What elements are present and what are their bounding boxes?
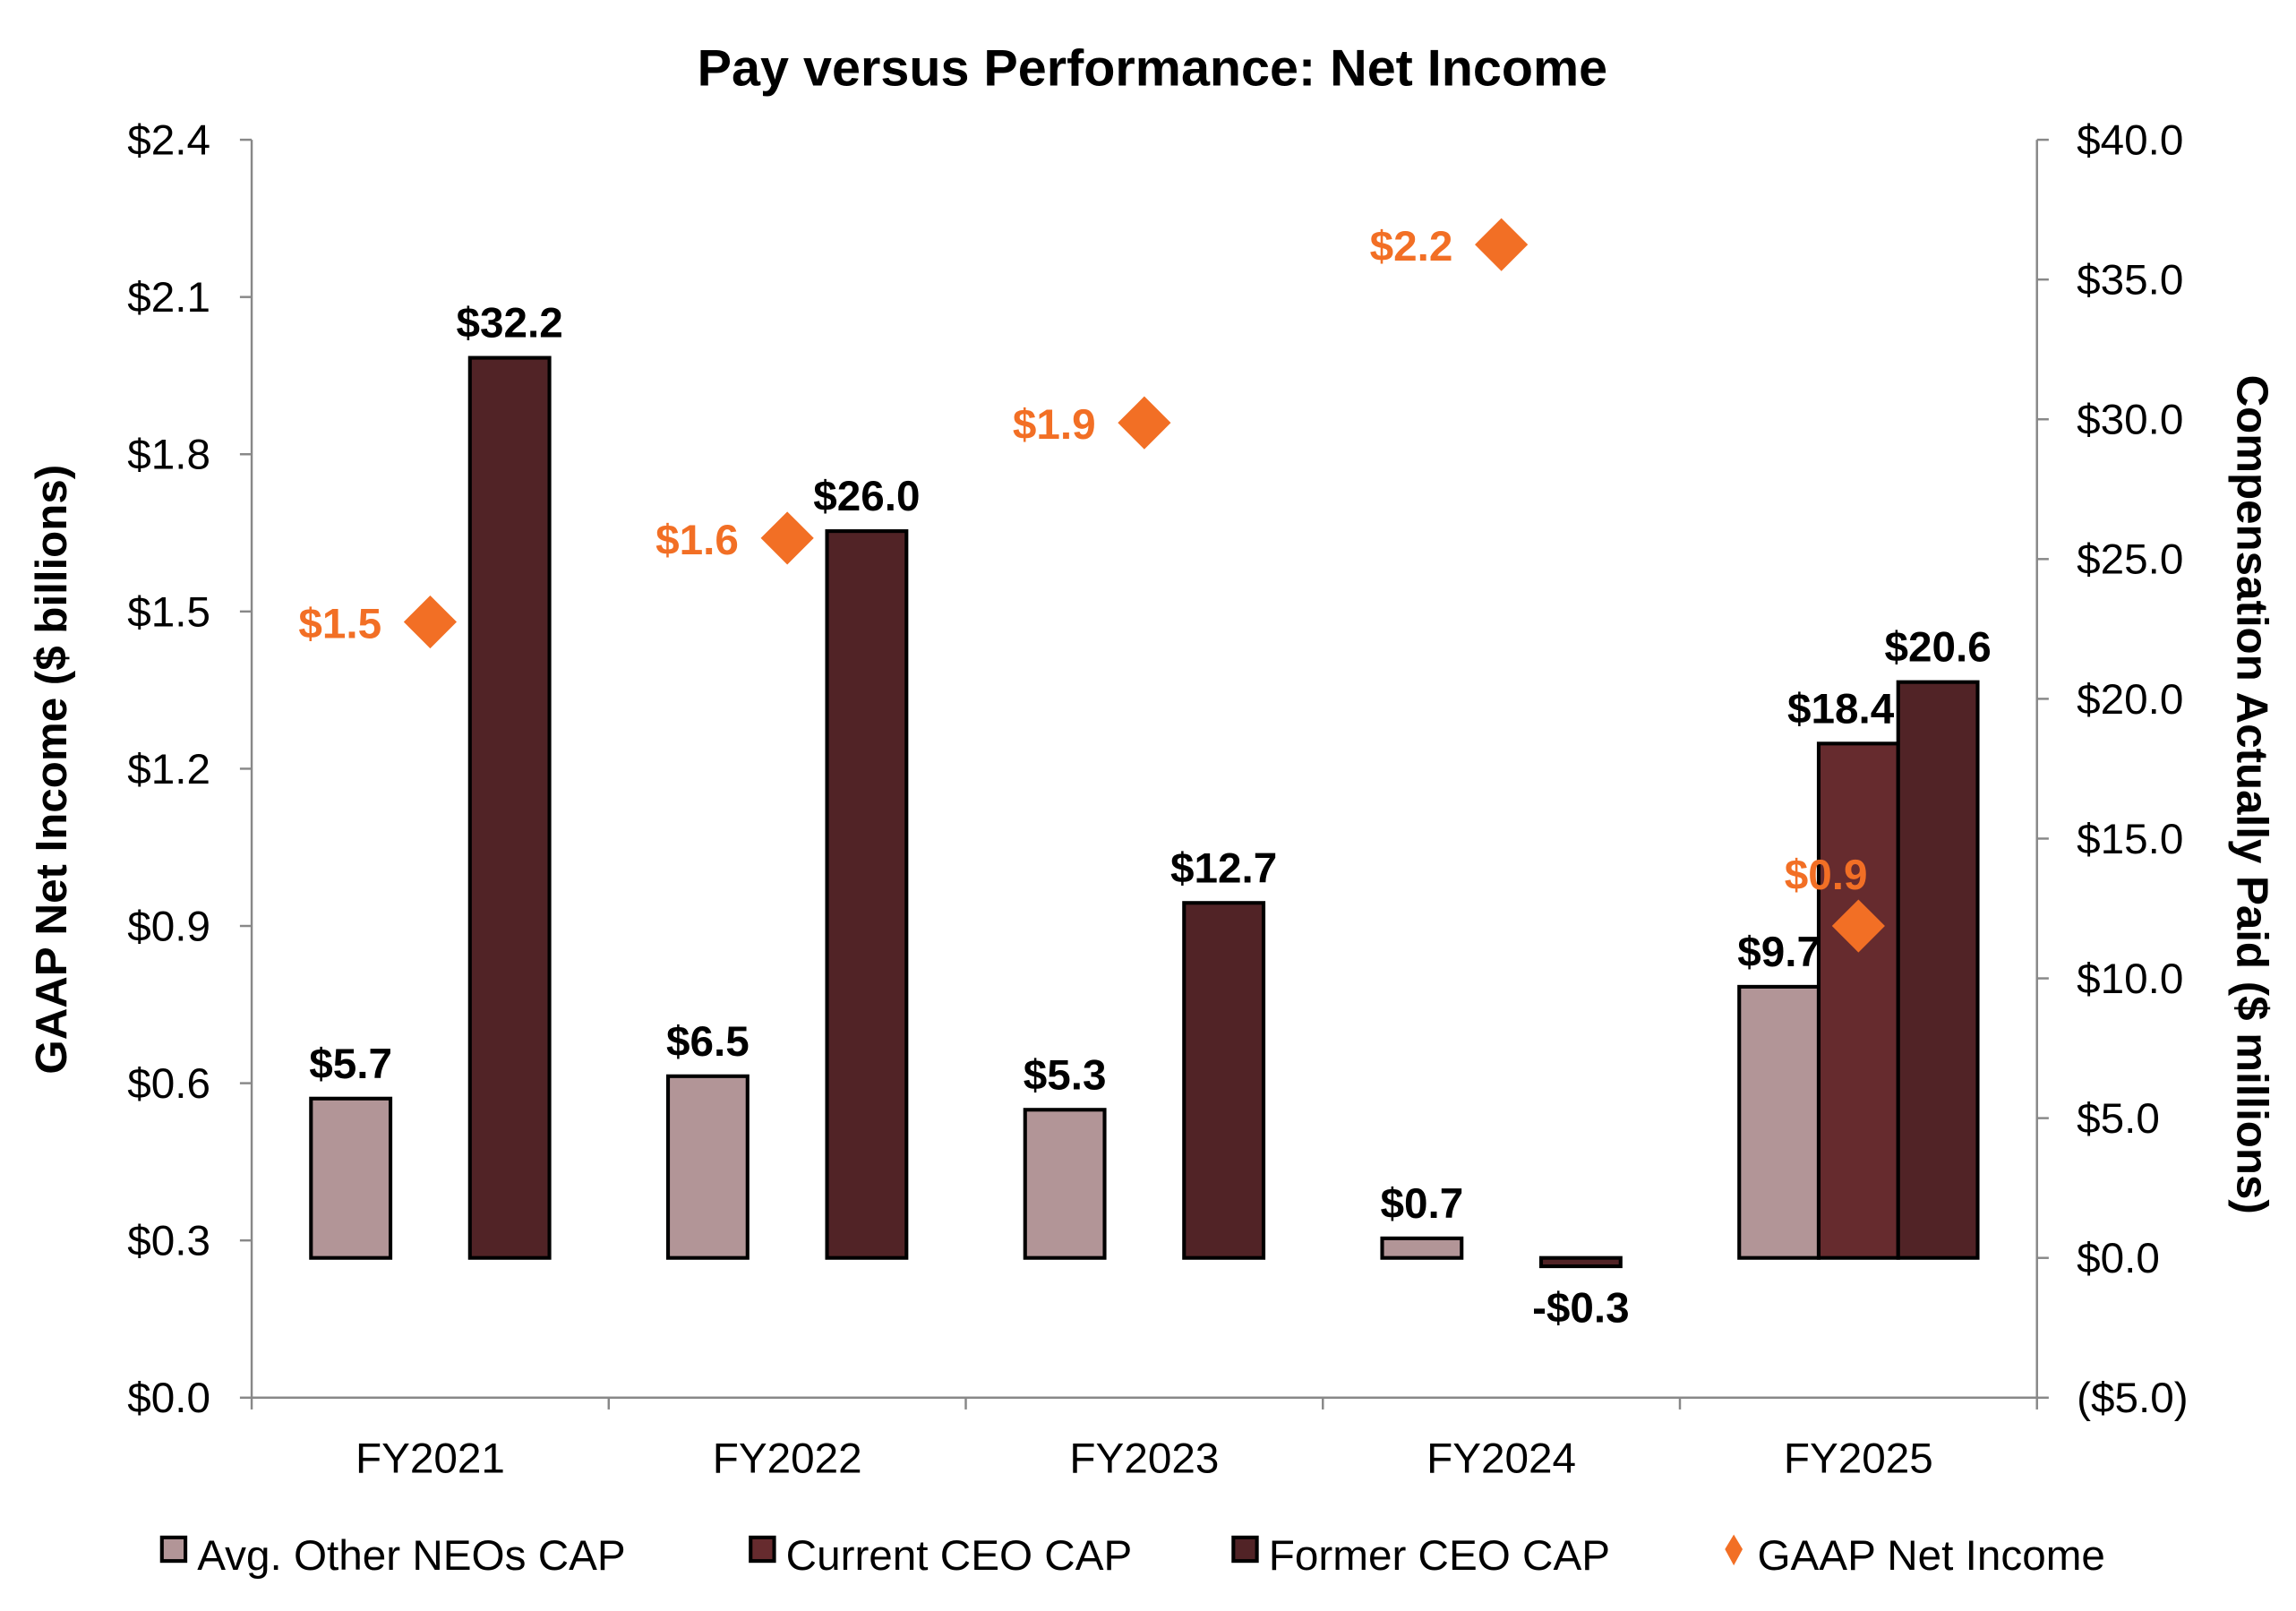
legend-swatch bbox=[159, 1535, 188, 1564]
y-right-tick-label: ($5.0) bbox=[2077, 1375, 2188, 1422]
net-income-data-label: $1.5 bbox=[298, 601, 381, 648]
bar-data-label: $0.7 bbox=[1380, 1180, 1463, 1228]
y-right-axis-label: Compensation Actually Paid ($ millions) bbox=[2227, 375, 2276, 1214]
bar-data-label: $6.5 bbox=[666, 1018, 750, 1066]
bar-data-label: $32.2 bbox=[457, 300, 563, 347]
bar-former-ceo-cap-fy2023 bbox=[1182, 901, 1266, 1260]
legend-label: Avg. Other NEOs CAP bbox=[197, 1532, 625, 1580]
legend: Avg. Other NEOs CAP Current CEO CAP Former… bbox=[159, 1532, 2105, 1580]
bar-data-label: $5.3 bbox=[1024, 1051, 1107, 1099]
y-left-tick-label: $0.0 bbox=[127, 1375, 210, 1422]
y-left-tick-label: $1.8 bbox=[127, 432, 210, 479]
x-tick-label: FY2022 bbox=[713, 1435, 862, 1483]
y-right-tick-label: $25.0 bbox=[2077, 536, 2183, 584]
y-left-tick-label: $2.4 bbox=[127, 117, 210, 165]
y-right-tick-label: $5.0 bbox=[2077, 1095, 2160, 1143]
net-income-data-label: $1.6 bbox=[655, 517, 739, 564]
y-left-tick-label: $1.5 bbox=[127, 588, 210, 636]
bar-data-label: $12.7 bbox=[1170, 844, 1277, 892]
y-left-tick-label: $1.2 bbox=[127, 746, 210, 793]
y-left-tick-label: $0.9 bbox=[127, 903, 210, 950]
y-right-tick-label: $20.0 bbox=[2077, 676, 2183, 724]
chart-title: Pay versus Performance: Net Income bbox=[698, 39, 1607, 97]
y-left-tick-label: $2.1 bbox=[127, 274, 210, 321]
net-income-data-label: $2.2 bbox=[1370, 223, 1453, 270]
bar-data-label: $18.4 bbox=[1787, 685, 1895, 733]
y-right-tick-label: $10.0 bbox=[2077, 955, 2183, 1003]
bar-former-ceo-cap-fy2021 bbox=[467, 356, 552, 1260]
legend-label: Former CEO CAP bbox=[1269, 1532, 1610, 1580]
net-income-point-fy2024 bbox=[1475, 218, 1529, 271]
bar-data-label: $9.7 bbox=[1737, 929, 1821, 976]
legend-swatch bbox=[749, 1535, 776, 1564]
x-tick-label: FY2025 bbox=[1784, 1435, 1933, 1483]
legend-diamond-icon bbox=[1725, 1534, 1743, 1566]
net-income-point-fy2023 bbox=[1118, 396, 1171, 450]
y-left-tick-label: $0.6 bbox=[127, 1060, 210, 1108]
bar-avg-other-neos-cap-fy2021 bbox=[309, 1096, 393, 1260]
bar-avg-other-neos-cap-fy2025 bbox=[1737, 984, 1821, 1260]
y-right-tick-label: $0.0 bbox=[2077, 1235, 2160, 1282]
legend-label: GAAP Net Income bbox=[1757, 1532, 2104, 1580]
net-income-data-label: $0.9 bbox=[1785, 852, 1868, 899]
legend-label: Current CEO CAP bbox=[786, 1532, 1133, 1580]
legend-swatch bbox=[1231, 1535, 1259, 1564]
y-right-tick-label: $15.0 bbox=[2077, 816, 2183, 863]
y-right-tick-label: $40.0 bbox=[2077, 117, 2183, 165]
net-income-point-fy2021 bbox=[403, 595, 458, 649]
y-right-tick-label: $30.0 bbox=[2077, 397, 2183, 444]
bar-data-label: $5.7 bbox=[309, 1041, 392, 1088]
bar-data-label: -$0.3 bbox=[1532, 1285, 1630, 1333]
y-left-axis-label: GAAP Net Income ($ billions) bbox=[27, 465, 76, 1075]
net-income-point-fy2025 bbox=[1831, 899, 1885, 953]
y-left-tick-label: $0.3 bbox=[127, 1218, 210, 1265]
bar-former-ceo-cap-fy2024 bbox=[1538, 1255, 1623, 1269]
net-income-data-label: $1.9 bbox=[1013, 401, 1096, 449]
y-right-tick-label: $35.0 bbox=[2077, 257, 2183, 304]
bar-avg-other-neos-cap-fy2023 bbox=[1023, 1108, 1107, 1260]
bar-current-ceo-cap-fy2025 bbox=[1816, 741, 1900, 1260]
net-income-point-fy2022 bbox=[760, 511, 814, 565]
bar-avg-other-neos-cap-fy2022 bbox=[665, 1074, 750, 1260]
bar-data-label: $26.0 bbox=[813, 473, 920, 520]
bar-former-ceo-cap-fy2022 bbox=[825, 529, 909, 1260]
x-tick-label: FY2024 bbox=[1426, 1435, 1576, 1483]
x-tick-label: FY2021 bbox=[356, 1435, 505, 1483]
bar-data-label: $20.6 bbox=[1884, 624, 1991, 672]
x-tick-label: FY2023 bbox=[1069, 1435, 1219, 1483]
bar-avg-other-neos-cap-fy2024 bbox=[1380, 1236, 1464, 1260]
bar-former-ceo-cap-fy2025 bbox=[1896, 680, 1980, 1260]
